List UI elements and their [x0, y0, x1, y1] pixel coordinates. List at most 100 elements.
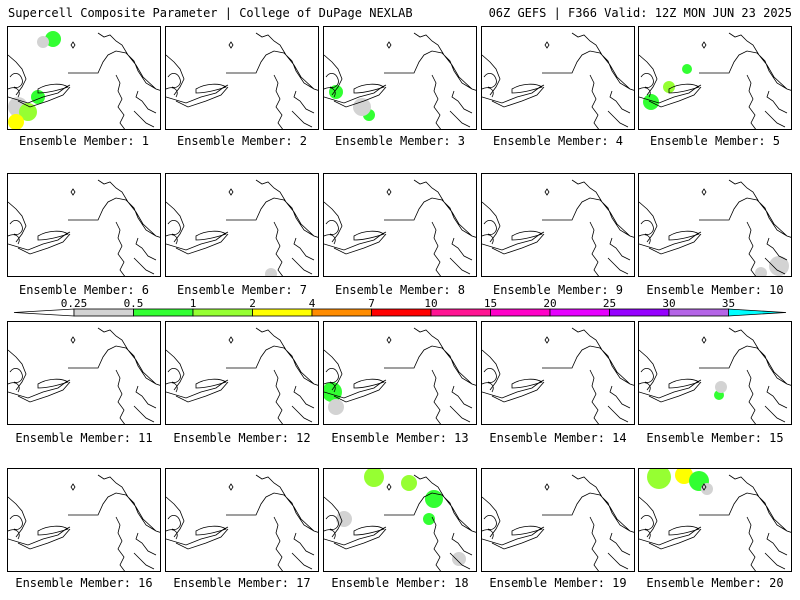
coastline	[166, 179, 318, 276]
island-marker	[544, 483, 550, 491]
lake-outline	[639, 515, 700, 540]
coastline	[166, 474, 318, 571]
coastline	[482, 32, 634, 129]
ensemble-member-label: Ensemble Member: 12	[173, 431, 311, 445]
island-marker	[228, 336, 234, 344]
scp-contour-area	[353, 98, 371, 116]
legend-tick-label: 15	[483, 297, 498, 310]
legend-tick-label: 25	[602, 297, 617, 310]
lake-outline	[324, 368, 385, 393]
coastline	[324, 32, 476, 129]
ensemble-member-label: Ensemble Member: 6	[18, 283, 150, 297]
ensemble-member-label: Ensemble Member: 3	[334, 134, 466, 148]
legend-swatch	[490, 308, 551, 317]
island-marker	[70, 188, 76, 196]
ensemble-panel	[165, 26, 319, 130]
legend-swatch	[371, 308, 432, 317]
lake-outline	[639, 73, 700, 98]
lake-outline	[8, 515, 69, 540]
coastline	[166, 32, 318, 129]
legend-tick-label: 0.5	[123, 297, 144, 310]
lake-outline	[482, 220, 543, 245]
ensemble-member-label: Ensemble Member: 13	[331, 431, 469, 445]
ensemble-panel	[481, 468, 635, 572]
ensemble-panel	[165, 321, 319, 425]
legend-arrow-left	[13, 308, 75, 317]
ensemble-panel	[7, 468, 161, 572]
island-marker	[701, 41, 707, 49]
legend-tick-label: 20	[543, 297, 557, 310]
ensemble-member-label: Ensemble Member: 10	[646, 283, 784, 297]
island-marker	[386, 41, 392, 49]
ensemble-panel	[638, 26, 792, 130]
ensemble-panel	[7, 26, 161, 130]
lake-outline	[166, 73, 227, 98]
coastline	[166, 327, 318, 424]
scp-contour-area	[328, 399, 344, 415]
island-marker	[701, 336, 707, 344]
coastline	[324, 474, 476, 571]
lake-outline	[166, 515, 227, 540]
scp-contour-area	[675, 469, 693, 484]
island-marker	[70, 336, 76, 344]
legend-swatch	[192, 308, 253, 317]
island-marker	[228, 483, 234, 491]
legend-tick-label: 2	[249, 297, 256, 310]
legend-tick-label: 35	[721, 297, 736, 310]
legend-swatch	[311, 308, 372, 317]
island-marker	[70, 483, 76, 491]
ensemble-member-label: Ensemble Member: 16	[15, 576, 153, 590]
ensemble-panel	[638, 321, 792, 425]
ensemble-member-label: Ensemble Member: 8	[334, 283, 466, 297]
coastline	[482, 474, 634, 571]
scp-contour-area	[425, 490, 443, 508]
lake-outline	[324, 220, 385, 245]
legend-tick-label: 0.25	[60, 297, 88, 310]
scp-contour-area	[769, 256, 789, 276]
island-marker	[544, 188, 550, 196]
legend-swatch	[549, 308, 610, 317]
lake-outline	[482, 73, 543, 98]
island-marker	[544, 41, 550, 49]
scp-contour-area	[324, 382, 342, 402]
island-marker	[701, 188, 707, 196]
legend-swatch	[430, 308, 491, 317]
island-marker	[386, 336, 392, 344]
ensemble-member-label: Ensemble Member: 11	[15, 431, 153, 445]
legend-tick-label: 4	[308, 297, 316, 310]
legend-swatch	[668, 308, 729, 317]
legend-swatch	[133, 308, 194, 317]
ensemble-panel	[7, 321, 161, 425]
ensemble-member-label: Ensemble Member: 20	[646, 576, 784, 590]
lake-outline	[639, 368, 700, 393]
island-marker	[701, 483, 707, 491]
scp-contour-area	[265, 268, 277, 276]
lake-outline	[482, 368, 543, 393]
header-valid-time: 06Z GEFS | F366 Valid: 12Z MON JUN 23 20…	[488, 6, 792, 20]
scp-contour-area	[19, 103, 37, 121]
scp-contour-area	[647, 469, 671, 489]
ensemble-member-label: Ensemble Member: 2	[176, 134, 308, 148]
ensemble-member-label: Ensemble Member: 14	[489, 431, 627, 445]
ensemble-panel	[638, 173, 792, 277]
legend-swatch	[73, 308, 134, 317]
ensemble-panel	[323, 321, 477, 425]
ensemble-member-label: Ensemble Member: 18	[331, 576, 469, 590]
legend-tick-label: 30	[662, 297, 676, 310]
ensemble-panel	[638, 468, 792, 572]
ensemble-member-label: Ensemble Member: 9	[492, 283, 624, 297]
ensemble-member-label: Ensemble Member: 1	[18, 134, 150, 148]
coastline	[639, 327, 791, 424]
ensemble-panel	[323, 468, 477, 572]
legend-tick-label: 7	[368, 297, 375, 310]
island-marker	[544, 336, 550, 344]
ensemble-panel	[481, 26, 635, 130]
legend-swatch	[609, 308, 670, 317]
coastline	[482, 327, 634, 424]
ensemble-member-label: Ensemble Member: 4	[492, 134, 624, 148]
island-marker	[70, 41, 76, 49]
scp-contour-area	[45, 31, 61, 47]
scp-contour-area	[755, 267, 767, 276]
scp-contour-area	[663, 81, 675, 93]
ensemble-member-label: Ensemble Member: 5	[649, 134, 781, 148]
